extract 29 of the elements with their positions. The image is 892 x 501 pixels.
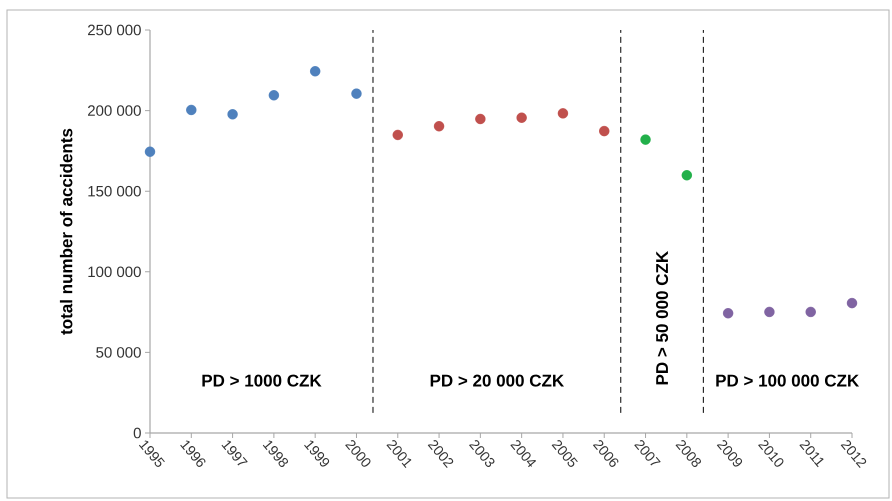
point	[434, 121, 444, 132]
annotation: PD > 100 000 CZK	[716, 374, 860, 387]
point	[186, 104, 196, 116]
y-tick-label: 200 000	[88, 105, 141, 116]
point	[599, 126, 610, 136]
point	[475, 114, 486, 124]
point	[640, 134, 651, 145]
point	[846, 298, 858, 308]
y-tick-label: 0	[134, 428, 141, 438]
point	[516, 112, 527, 123]
point	[558, 108, 568, 119]
y-tick-label: 100 000	[88, 266, 141, 278]
point	[351, 88, 362, 99]
point	[392, 130, 403, 140]
point	[227, 109, 238, 120]
point	[722, 308, 734, 318]
y-tick-label: 250 000	[88, 24, 141, 36]
point	[682, 170, 692, 180]
annotation: PD > 50 000 CZK	[656, 250, 668, 384]
point	[764, 306, 775, 318]
point	[310, 66, 320, 76]
y-tick-label: 50 000	[96, 347, 141, 358]
annotation: PD > 1000 CZK	[202, 374, 322, 387]
point	[806, 306, 816, 318]
y-tick-label: 150 000	[88, 186, 141, 197]
point	[144, 146, 156, 157]
point	[268, 90, 280, 100]
annotation: PD > 20 000 CZK	[430, 374, 564, 387]
y-axis-title: total number of accidents	[60, 128, 72, 335]
